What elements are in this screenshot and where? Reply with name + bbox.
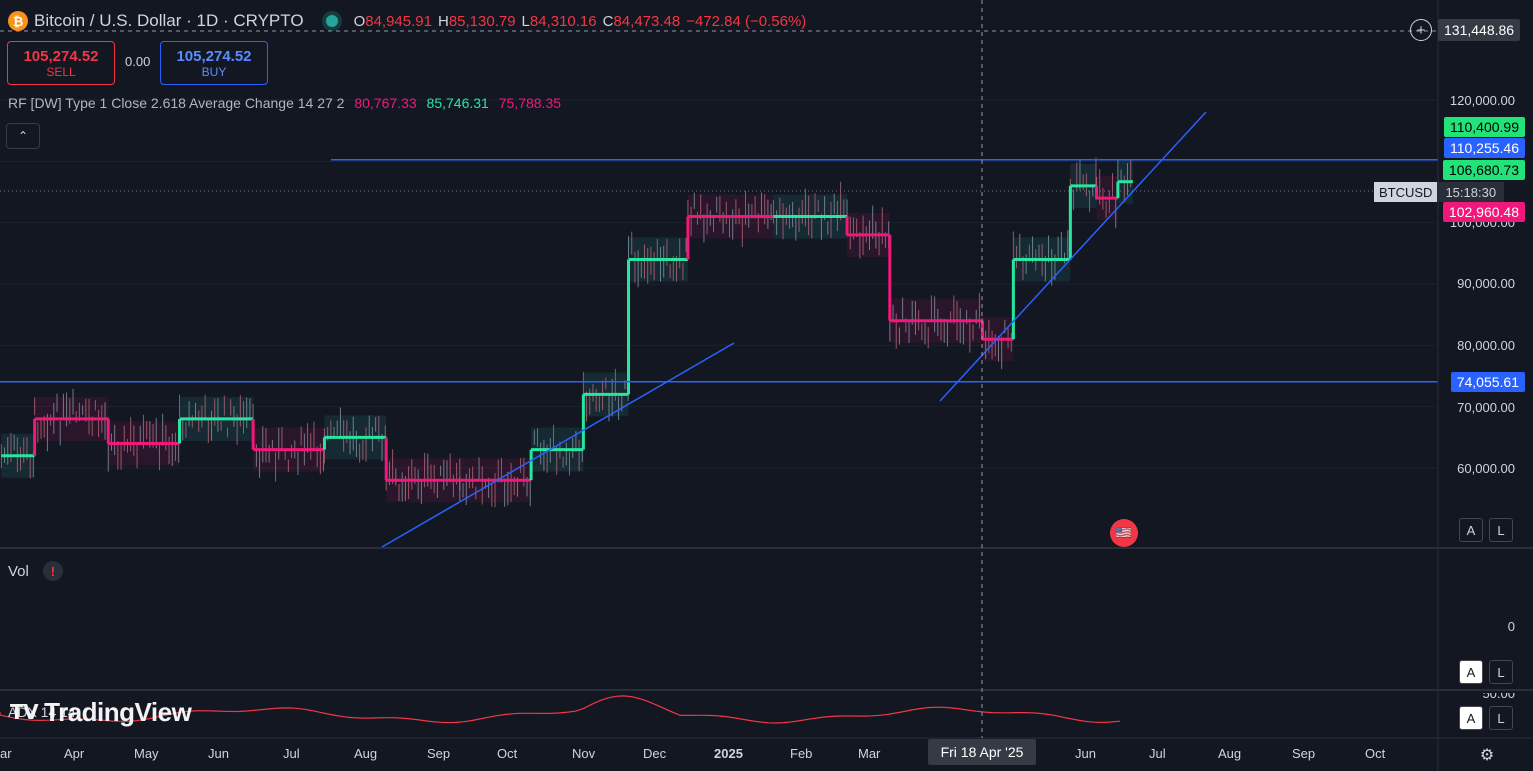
adx-legend[interactable]: ADX 14 14 xyxy=(8,704,76,720)
price-tick: 60,000.00 xyxy=(1457,461,1515,476)
sell-button[interactable]: 105,274.52 SELL xyxy=(7,41,115,85)
low-value: 84,310.16 xyxy=(529,12,597,30)
indicator-value-3: 75,788.35 xyxy=(498,95,562,111)
upper-band-badge: 110,400.99 xyxy=(1443,117,1525,137)
time-tick: Oct xyxy=(1365,746,1386,761)
time-tick: Apr xyxy=(64,746,85,761)
bitcoin-icon: ₿ xyxy=(8,11,28,31)
indicator-value-1: 80,767.33 xyxy=(354,95,417,111)
time-tick-year: 2025 xyxy=(714,746,743,761)
lower-band-badge: 102,960.48 xyxy=(1442,202,1525,222)
time-tick: Sep xyxy=(1292,746,1316,761)
volume-zero-tick: 0 xyxy=(1507,619,1515,634)
time-tick: ar xyxy=(0,746,12,761)
low-label: L xyxy=(521,12,530,30)
add-alert-icon[interactable]: + xyxy=(1410,19,1432,41)
auto-scale-button-adx[interactable]: A xyxy=(1459,706,1483,730)
chevron-up-icon: ⌃ xyxy=(17,129,29,143)
time-tick: Feb xyxy=(790,746,813,761)
auto-scale-button-volume[interactable]: A xyxy=(1459,660,1483,684)
adx-partial-tick: 50.00 xyxy=(1482,693,1515,699)
log-scale-button[interactable]: L xyxy=(1489,518,1513,542)
time-tick: Aug xyxy=(1218,746,1242,761)
price-tick: 70,000.00 xyxy=(1457,400,1515,415)
trendline-lower xyxy=(381,342,735,548)
chart-grid xyxy=(0,99,1438,469)
trendline-upper xyxy=(939,111,1207,402)
time-tick: Jun xyxy=(1075,746,1096,761)
market-open-icon xyxy=(325,15,338,27)
symbol-countdown-tag: BTCUSD 15:18:30 xyxy=(1374,182,1505,202)
high-label: H xyxy=(437,12,449,30)
time-tick: Oct xyxy=(497,746,518,761)
time-tick: Aug xyxy=(354,746,378,761)
ohlc-values: O84,945.91 H85,130.79 L84,310.16 C84,473… xyxy=(354,13,807,30)
buy-label: BUY xyxy=(201,64,227,79)
log-scale-button-volume[interactable]: L xyxy=(1489,660,1513,684)
crosshair-price: 131,448.86 xyxy=(1438,19,1521,41)
collapse-legend-button[interactable]: ⌃ xyxy=(6,123,40,149)
volume-legend[interactable]: Vol ! xyxy=(8,561,63,581)
us-flag-event-icon[interactable]: 🇺🇸 xyxy=(1110,519,1138,547)
indicator-title: RF [DW] Type 1 Close 2.618 Average Chang… xyxy=(8,95,345,111)
tradingview-logo-icon: 𝗧𝗩 xyxy=(10,702,39,724)
time-tick: Dec xyxy=(643,746,667,761)
symbol-title[interactable]: Bitcoin / U.S. Dollar · 1D · CRYPTO xyxy=(34,11,304,30)
drawing-lines xyxy=(0,111,1438,548)
price-tick: 80,000.00 xyxy=(1457,338,1515,353)
adx-series-line xyxy=(0,695,1121,724)
time-tick: Mar xyxy=(858,746,881,761)
time-tick: Jul xyxy=(283,746,300,761)
close-value: 84,473.48 xyxy=(613,12,681,30)
buy-price: 105,274.52 xyxy=(176,47,252,65)
open-label: O xyxy=(353,12,366,30)
crosshair-price-label: + 131,448.86 xyxy=(1410,19,1521,41)
bar-countdown: 15:18:30 xyxy=(1437,182,1505,202)
tradingview-logo-text: TradingView xyxy=(44,697,192,727)
range-filter-line xyxy=(1,180,1133,482)
time-tick: Jun xyxy=(208,746,229,761)
crosshair-date: Fri 18 Apr '25 xyxy=(928,739,1036,765)
close-label: C xyxy=(602,12,614,30)
time-tick: Jul xyxy=(1149,746,1166,761)
open-value: 84,945.91 xyxy=(365,12,432,30)
log-scale-button-adx[interactable]: L xyxy=(1489,706,1513,730)
spread-value: 0.00 xyxy=(125,54,151,69)
indicator-value-2: 85,746.31 xyxy=(426,95,489,111)
volume-label: Vol xyxy=(8,562,29,580)
adx-line xyxy=(0,695,1121,724)
indicator-legend[interactable]: RF [DW] Type 1 Close 2.618 Average Chang… xyxy=(8,95,561,111)
symbol-header: ₿ Bitcoin / U.S. Dollar · 1D · CRYPTO O8… xyxy=(8,10,806,32)
auto-scale-button[interactable]: A xyxy=(1459,518,1483,542)
warning-icon[interactable]: ! xyxy=(42,561,63,581)
time-tick: Nov xyxy=(572,746,596,761)
sell-label: SELL xyxy=(46,64,76,79)
change-value: −472.84 (−0.56%) xyxy=(686,12,807,30)
support-badge: 74,055.61 xyxy=(1450,372,1525,392)
time-tick: Sep xyxy=(427,746,451,761)
price-tick: 90,000.00 xyxy=(1457,276,1515,291)
price-tick: 120,000.00 xyxy=(1449,93,1515,108)
high-value: 85,130.79 xyxy=(448,12,516,30)
tradingview-logo[interactable]: 𝗧𝗩 TradingView xyxy=(10,697,192,728)
resistance-badge: 110,255.46 xyxy=(1443,138,1525,158)
gear-icon[interactable]: ⚙ xyxy=(1479,747,1495,764)
symbol-name: BTCUSD xyxy=(1374,182,1438,202)
candlesticks xyxy=(0,157,1132,508)
sell-price: 105,274.52 xyxy=(23,47,99,65)
last-price-badge: 106,680.73 xyxy=(1442,160,1525,180)
buy-button[interactable]: 105,274.52 BUY xyxy=(160,41,268,85)
time-tick: May xyxy=(134,746,159,761)
